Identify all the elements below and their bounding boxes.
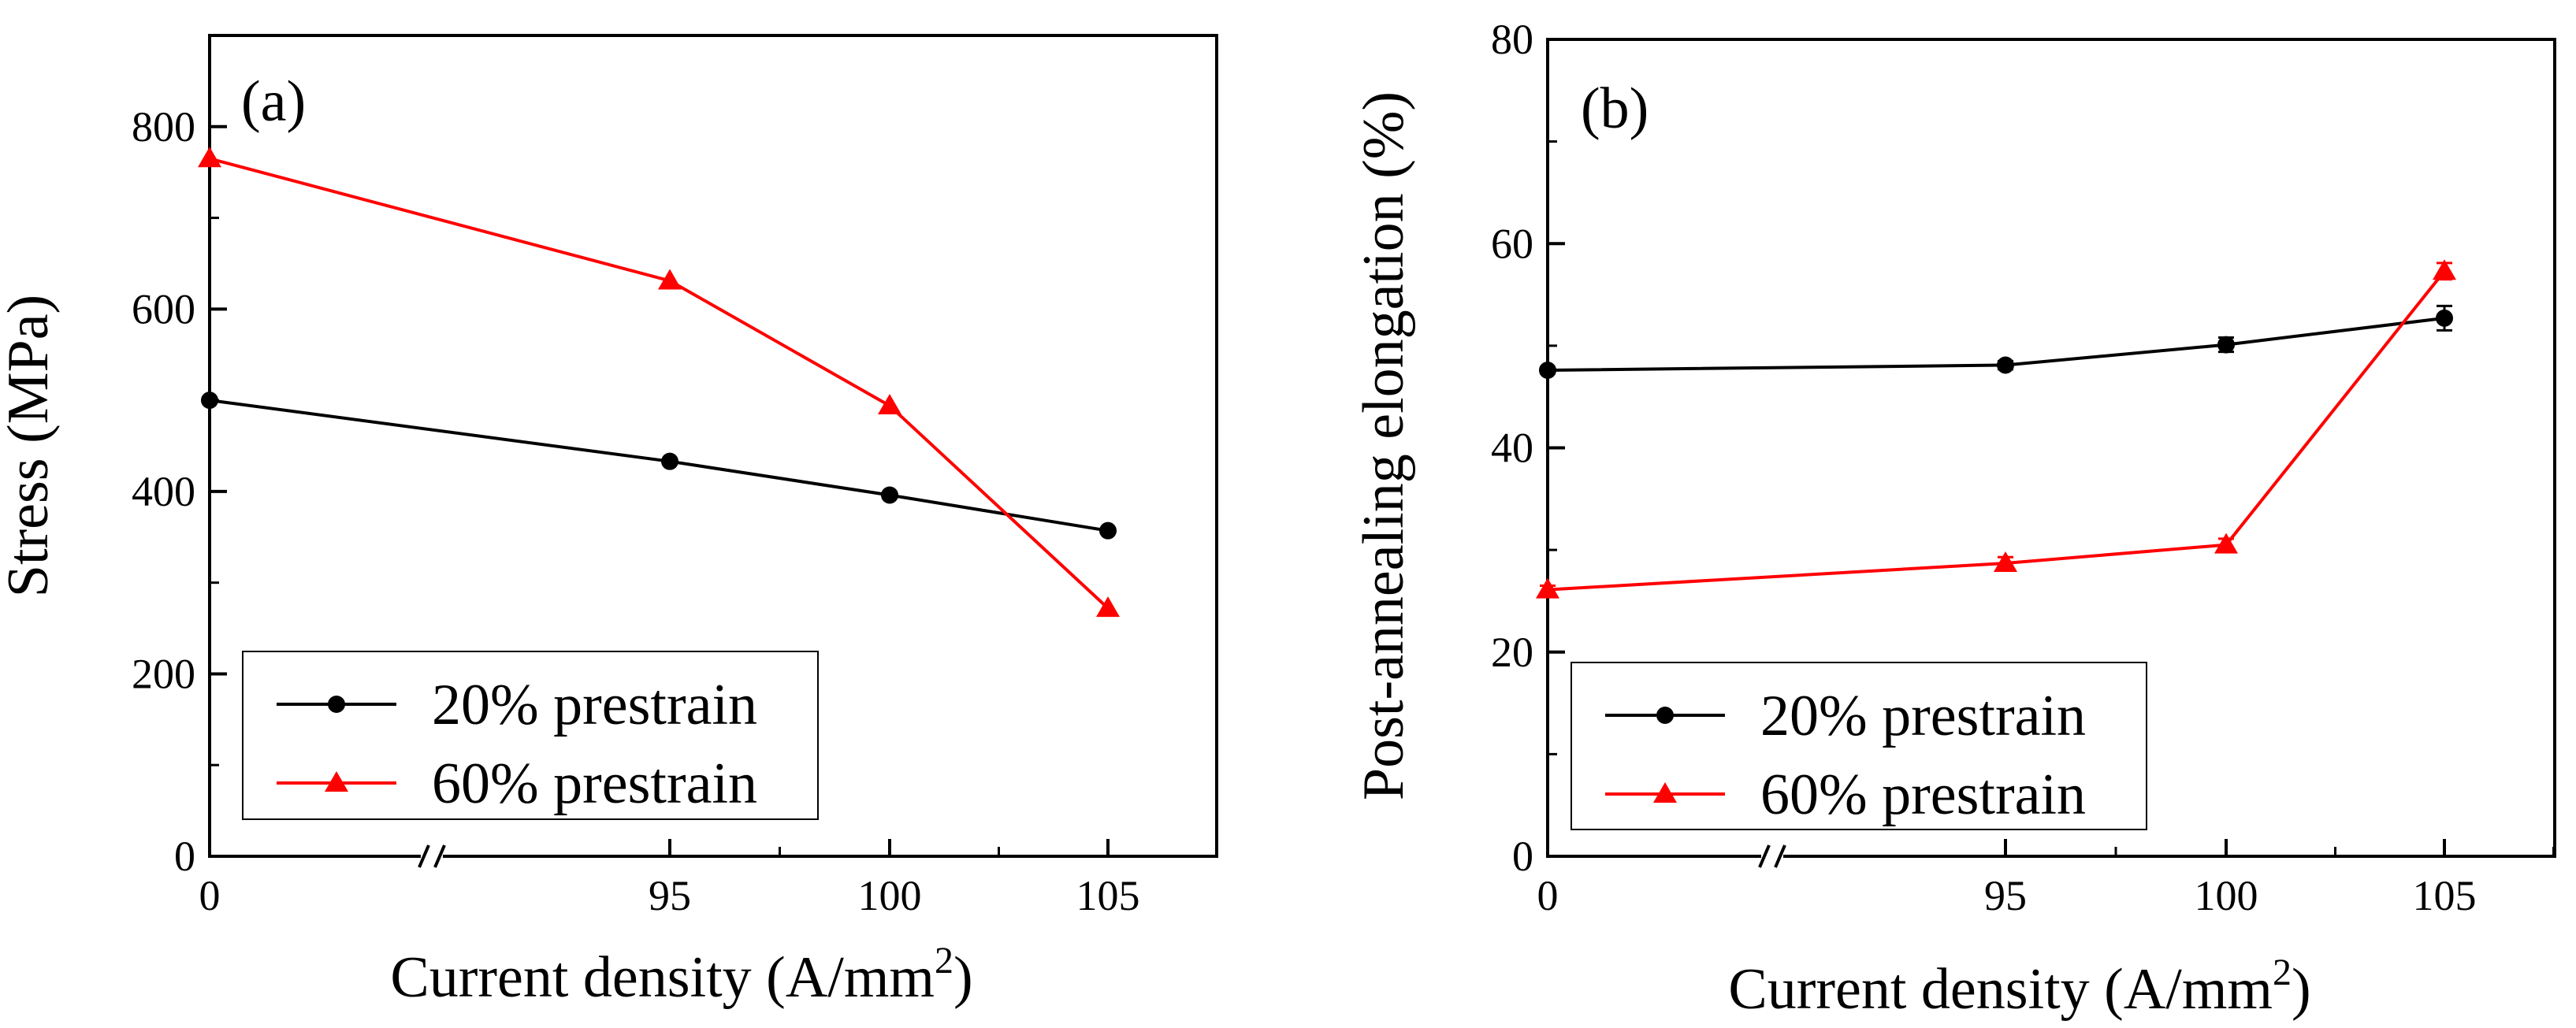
series-line-2 xyxy=(1547,270,2446,592)
axis-break-mark xyxy=(1758,844,1771,868)
data-point-triangle xyxy=(2214,533,2238,554)
data-point-triangle xyxy=(1536,577,1559,599)
x-tick-label: 95 xyxy=(649,872,691,919)
axis-break-mark xyxy=(433,844,446,868)
x-tick-label: 95 xyxy=(1984,872,2027,919)
data-point-circle xyxy=(881,486,898,504)
x-tick-label: 0 xyxy=(199,872,221,919)
legend-marker-circle xyxy=(328,696,345,713)
axis-break-mark xyxy=(1774,844,1786,868)
plot-frame xyxy=(208,34,1218,858)
data-point-circle xyxy=(2217,336,2235,354)
axis-break-mark xyxy=(418,844,430,868)
x-axis-title-superscript: 2 xyxy=(2273,952,2292,993)
x-tick-label: 105 xyxy=(1076,872,1140,919)
series-line-1 xyxy=(209,399,1109,533)
data-point-triangle xyxy=(1096,596,1120,618)
y-tick-label: 600 xyxy=(132,285,195,332)
legend-label: 20% prestrain xyxy=(1760,684,2086,748)
y-tick-label: 40 xyxy=(1491,425,1533,472)
data-point-triangle xyxy=(658,269,682,290)
y-tick-label: 200 xyxy=(132,650,195,697)
legend-label: 60% prestrain xyxy=(1760,763,2086,827)
series-line-1 xyxy=(1547,316,2445,372)
x-axis-title-superscript: 2 xyxy=(935,940,953,982)
data-point-triangle xyxy=(2433,259,2456,280)
data-point-triangle xyxy=(878,394,901,415)
legend-label: 20% prestrain xyxy=(432,673,757,737)
data-point-circle xyxy=(1099,521,1117,540)
axis-break-gap xyxy=(1761,853,1783,859)
y-axis-title: Post-annealing elongation (%) xyxy=(1351,91,1416,800)
data-point-circle xyxy=(201,392,218,410)
legend-marker-circle xyxy=(1656,707,1674,724)
panel-label: (b) xyxy=(1581,76,1649,141)
y-tick-label: 800 xyxy=(132,103,195,150)
x-tick-label: 105 xyxy=(2413,872,2477,919)
x-tick-label: 100 xyxy=(2195,872,2258,919)
data-point-circle xyxy=(1997,356,2014,374)
y-tick-label: 60 xyxy=(1491,220,1533,267)
data-point-triangle xyxy=(1994,551,2017,572)
data-point-circle xyxy=(2436,309,2453,327)
x-tick-label: 0 xyxy=(1537,872,1559,919)
legend-label: 60% prestrain xyxy=(432,752,757,816)
y-tick-label: 20 xyxy=(1491,629,1533,676)
chart-panel-b: 0 20 40 60 80 0 95 100 105 Post-annealing elongat… xyxy=(1351,16,2556,1022)
data-point-circle xyxy=(1539,361,1556,379)
series-line-2 xyxy=(209,157,1110,610)
x-axis-title: Current density (A/mm2) xyxy=(1728,952,2310,1022)
y-tick-label: 80 xyxy=(1491,16,1533,63)
legend-marker-triangle xyxy=(1653,782,1677,803)
x-axis-title-end: ) xyxy=(2292,957,2311,1022)
y-tick-label: 400 xyxy=(132,468,195,515)
x-axis-title-end: ) xyxy=(953,945,973,1010)
y-tick-label: 0 xyxy=(174,833,195,880)
panel-label: (a) xyxy=(241,69,306,134)
x-axis-title: Current density (A/mm2) xyxy=(390,940,972,1010)
axis-break-gap xyxy=(421,853,443,859)
x-tick-label: 100 xyxy=(858,872,922,919)
y-tick-label: 0 xyxy=(1512,833,1533,880)
y-axis-title: Stress (MPa) xyxy=(0,295,61,597)
legend-marker-triangle xyxy=(325,771,348,792)
chart-panel-a: 0 200 400 600 800 0 95 100 105 Stress (MPa) Curren… xyxy=(0,34,1218,1010)
x-axis-title-text: Current density (A/mm xyxy=(1728,957,2273,1022)
data-point-triangle xyxy=(198,147,221,168)
x-axis-title-text: Current density (A/mm xyxy=(390,945,935,1010)
data-point-circle xyxy=(661,452,678,470)
